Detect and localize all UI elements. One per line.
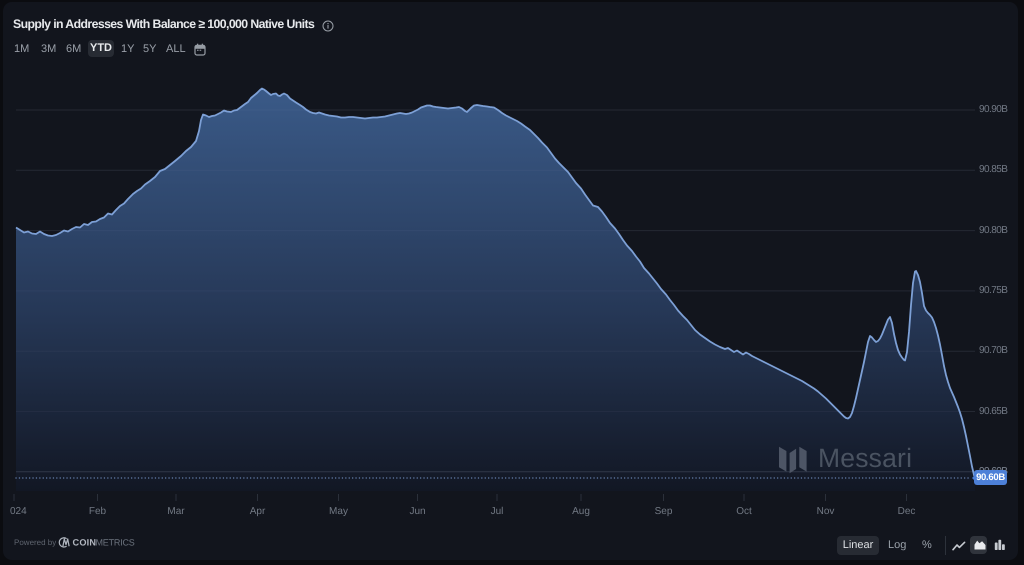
svg-text:COIN: COIN [73, 538, 97, 548]
svg-text:METRICS: METRICS [96, 538, 135, 548]
